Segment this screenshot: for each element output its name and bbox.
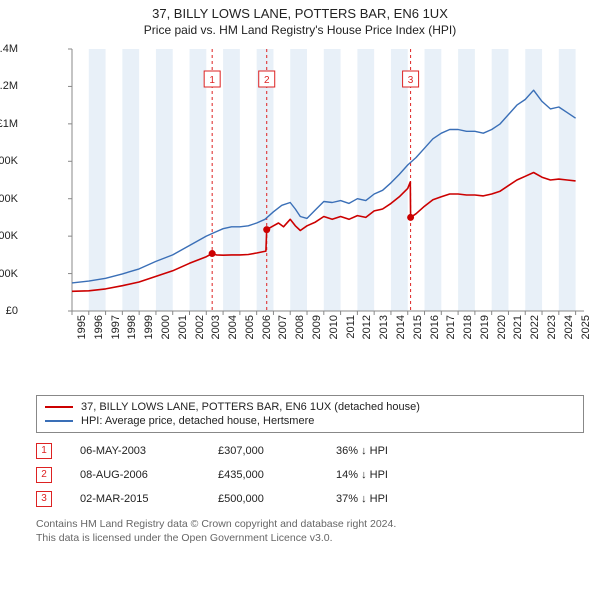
event-price: £500,000 — [218, 493, 308, 505]
x-tick-label: 1997 — [110, 315, 122, 339]
x-tick-label: 1996 — [93, 315, 105, 339]
y-tick-label: £200K — [0, 268, 22, 280]
event-date: 06-MAY-2003 — [80, 445, 190, 457]
x-tick-label: 2017 — [445, 315, 457, 339]
y-tick-label: £1.2M — [0, 80, 22, 92]
x-tick-label: 2001 — [177, 315, 189, 339]
x-tick-label: 1998 — [126, 315, 138, 339]
x-tick-label: 2008 — [294, 315, 306, 339]
svg-text:1: 1 — [209, 75, 215, 86]
x-tick-label: 2013 — [378, 315, 390, 339]
chart-title: 37, BILLY LOWS LANE, POTTERS BAR, EN6 1U… — [8, 6, 592, 21]
y-tick-label: £0 — [6, 305, 22, 317]
x-tick-label: 2009 — [311, 315, 323, 339]
y-tick-label: £800K — [0, 155, 22, 167]
event-price: £435,000 — [218, 469, 308, 481]
footer-attribution: Contains HM Land Registry data © Crown c… — [36, 517, 584, 545]
x-tick-label: 2020 — [496, 315, 508, 339]
footer-line-1: Contains HM Land Registry data © Crown c… — [36, 517, 584, 531]
x-tick-label: 2011 — [345, 315, 357, 339]
svg-text:2: 2 — [264, 75, 270, 86]
x-tick-label: 2024 — [563, 315, 575, 339]
event-row: 3 02-MAR-2015 £500,000 37% ↓ HPI — [36, 487, 584, 511]
svg-text:3: 3 — [408, 75, 414, 86]
plot-area: 123 £0£200K£400K£600K£800K£1M£1.2M£1.4M … — [28, 43, 588, 353]
x-tick-label: 2025 — [580, 315, 592, 339]
legend-row: HPI: Average price, detached house, Hert… — [45, 414, 575, 428]
chart-subtitle: Price paid vs. HM Land Registry's House … — [8, 23, 592, 37]
event-date: 08-AUG-2006 — [80, 469, 190, 481]
events-table: 1 06-MAY-2003 £307,000 36% ↓ HPI 2 08-AUG-200… — [36, 439, 584, 511]
event-number-box: 1 — [36, 443, 52, 459]
legend-swatch — [45, 406, 73, 408]
event-hpi-delta: 37% ↓ HPI — [336, 493, 388, 505]
event-hpi-delta: 14% ↓ HPI — [336, 469, 388, 481]
event-hpi-delta: 36% ↓ HPI — [336, 445, 388, 457]
legend-label: HPI: Average price, detached house, Hert… — [81, 415, 314, 427]
x-tick-label: 1999 — [143, 315, 155, 339]
y-tick-label: £600K — [0, 193, 22, 205]
event-row: 1 06-MAY-2003 £307,000 36% ↓ HPI — [36, 439, 584, 463]
x-tick-label: 2014 — [395, 315, 407, 339]
footer-line-2: This data is licensed under the Open Gov… — [36, 531, 584, 545]
x-axis-ticks: 1995 1996 1997 1998 1999 2000 2001 2002 2003 2004… — [28, 311, 588, 353]
x-tick-label: 2002 — [194, 315, 206, 339]
chart-container: 37, BILLY LOWS LANE, POTTERS BAR, EN6 1U… — [0, 0, 600, 555]
x-tick-label: 2005 — [244, 315, 256, 339]
line-chart-svg: 1 2 3 — [28, 43, 588, 353]
x-tick-label: 2000 — [160, 315, 172, 339]
x-tick-label: 2023 — [546, 315, 558, 339]
legend-label: 37, BILLY LOWS LANE, POTTERS BAR, EN6 1U… — [81, 401, 420, 413]
y-axis-ticks: £0£200K£400K£600K£800K£1M£1.2M£1.4M — [22, 43, 72, 353]
legend: 37, BILLY LOWS LANE, POTTERS BAR, EN6 1U… — [36, 395, 584, 433]
x-tick-label: 2022 — [529, 315, 541, 339]
legend-row: 37, BILLY LOWS LANE, POTTERS BAR, EN6 1U… — [45, 400, 575, 414]
x-tick-label: 2010 — [328, 315, 340, 339]
x-tick-label: 2016 — [429, 315, 441, 339]
x-tick-label: 2007 — [277, 315, 289, 339]
x-tick-label: 2018 — [462, 315, 474, 339]
x-tick-label: 2019 — [479, 315, 491, 339]
event-price: £307,000 — [218, 445, 308, 457]
event-number-box: 3 — [36, 491, 52, 507]
legend-swatch — [45, 420, 73, 422]
x-tick-label: 2012 — [361, 315, 373, 339]
x-tick-label: 2006 — [261, 315, 273, 339]
event-row: 2 08-AUG-2006 £435,000 14% ↓ HPI — [36, 463, 584, 487]
y-tick-label: £1.4M — [0, 43, 22, 55]
x-tick-label: 2015 — [412, 315, 424, 339]
event-number-box: 2 — [36, 467, 52, 483]
event-date: 02-MAR-2015 — [80, 493, 190, 505]
x-tick-label: 1995 — [76, 315, 88, 339]
y-tick-label: £400K — [0, 230, 22, 242]
y-tick-label: £1M — [0, 118, 22, 130]
x-tick-label: 2003 — [210, 315, 222, 339]
x-tick-label: 2004 — [227, 315, 239, 339]
x-tick-label: 2021 — [512, 315, 524, 339]
